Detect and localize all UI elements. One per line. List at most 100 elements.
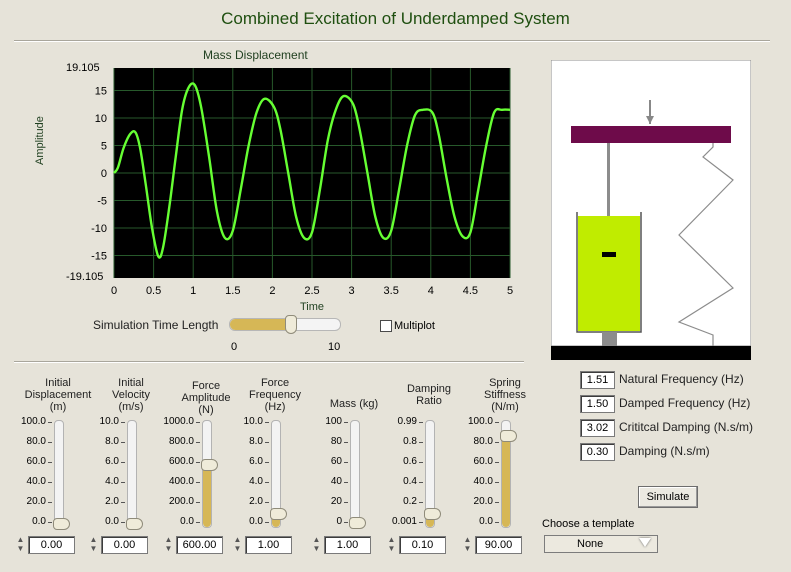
slider-track[interactable]: [501, 420, 511, 528]
y-tick-label: 5: [101, 141, 107, 153]
slider-thumb[interactable]: [53, 518, 70, 530]
slider-thumb[interactable]: [500, 429, 517, 442]
slider-tick-label: 60.0: [26, 456, 46, 467]
slider-tick-mark: [121, 442, 125, 443]
slider-track[interactable]: [127, 420, 137, 528]
slider-tick-mark: [495, 482, 499, 483]
damper-piston: [602, 252, 616, 257]
slider-value-input[interactable]: 90.00: [475, 536, 522, 554]
y-top-label: 19.105: [66, 62, 100, 74]
slider-tick-mark: [265, 502, 269, 503]
spinner-icon[interactable]: ▲ ▼: [16, 535, 25, 553]
slider-header: Force Amplitude (N): [181, 380, 231, 416]
slider-tick-mark: [196, 462, 200, 463]
slider-track[interactable]: [271, 420, 281, 528]
slider-tick-label: 0.2: [403, 496, 417, 507]
slider-tick-mark: [419, 422, 423, 423]
slider-tick-mark: [196, 522, 200, 523]
spinner-icon[interactable]: ▲ ▼: [312, 535, 321, 553]
spinner-icon[interactable]: ▲ ▼: [387, 535, 396, 553]
spring: [677, 143, 734, 346]
slider-header: Mass (kg): [329, 398, 379, 410]
slider-tick-mark: [48, 482, 52, 483]
y-tick-label: 0: [101, 168, 107, 180]
slider-value-input[interactable]: 1.00: [245, 536, 292, 554]
slider-thumb[interactable]: [201, 459, 218, 472]
slider-fill: [203, 463, 211, 527]
sim-length-label: Simulation Time Length: [93, 318, 219, 332]
slider-tick-label: 8.0: [249, 436, 263, 447]
slider-tick-label: 100: [325, 416, 342, 427]
slider-header: Initial Velocity (m/s): [112, 377, 150, 413]
slider-thumb[interactable]: [349, 517, 366, 530]
slider-tick-label: 2.0: [249, 496, 263, 507]
slider-tick-mark: [196, 442, 200, 443]
slider-track[interactable]: [202, 420, 212, 528]
x-tick-label: 0.5: [146, 285, 161, 297]
slider-tick-label: 0.8: [403, 436, 417, 447]
x-tick-label: 5: [507, 285, 513, 297]
slider-tick-label: 10.0: [243, 416, 263, 427]
simulate-button[interactable]: Simulate: [638, 486, 698, 508]
slider-tick-mark: [344, 502, 348, 503]
x-tick-label: 4.5: [463, 285, 478, 297]
slider-header: Force Frequency (Hz): [249, 377, 301, 413]
slider-tick-mark: [48, 502, 52, 503]
slider-tick-label: 1000.0: [163, 416, 194, 427]
slider-tick-label: 40: [330, 476, 342, 487]
slider-tick-label: 0.4: [403, 476, 417, 487]
title-divider: [14, 40, 770, 42]
x-tick-label: 4: [428, 285, 434, 297]
slider-fill: [272, 516, 280, 527]
slider-tick-label: 40.0: [473, 476, 493, 487]
multiplot-checkbox[interactable]: [380, 320, 392, 332]
slider-tick-label: 0.001: [391, 516, 417, 527]
chevron-down-icon: [639, 538, 651, 547]
slider-tick-mark: [48, 522, 52, 523]
x-tick-label: 1.5: [225, 285, 240, 297]
slider-value-input[interactable]: 0.00: [101, 536, 148, 554]
slider-tick-mark: [121, 522, 125, 523]
sim-length-min: 0: [231, 341, 238, 353]
displacement-trace: [113, 82, 511, 259]
slider-track[interactable]: [54, 420, 64, 528]
slider-value-input[interactable]: 0.00: [28, 536, 75, 554]
template-dropdown[interactable]: None: [544, 535, 658, 553]
slider-track[interactable]: [350, 420, 360, 528]
slider-thumb[interactable]: [424, 508, 441, 521]
slider-thumb[interactable]: [126, 518, 143, 530]
slider-tick-label: 0.0: [105, 516, 119, 527]
sim-length-slider[interactable]: [229, 315, 341, 334]
slider-value-input[interactable]: 1.00: [324, 536, 371, 554]
slider-thumb[interactable]: [270, 508, 287, 521]
spinner-icon[interactable]: ▲ ▼: [89, 535, 98, 553]
slider-tick-mark: [265, 462, 269, 463]
slider-value-input[interactable]: 0.10: [399, 536, 446, 554]
slider-tick-label: 4.0: [249, 476, 263, 487]
slider-tick-label: 0.0: [32, 516, 46, 527]
x-tick-label: 0: [111, 285, 117, 297]
x-tick-label: 3.5: [384, 285, 399, 297]
slider-tick-mark: [419, 442, 423, 443]
slider-tick-mark: [196, 482, 200, 483]
slider-value-input[interactable]: 600.00: [176, 536, 223, 554]
spinner-icon[interactable]: ▲ ▼: [164, 535, 173, 553]
slider-tick-label: 600.0: [168, 456, 194, 467]
slider-tick-mark: [48, 422, 52, 423]
spinner-icon[interactable]: ▲ ▼: [463, 535, 472, 553]
readout-value: 1.50: [580, 395, 615, 413]
slider-tick-label: 40.0: [26, 476, 46, 487]
sim-length-thumb[interactable]: [284, 315, 297, 334]
slider-tick-mark: [265, 442, 269, 443]
slider-tick-mark: [121, 422, 125, 423]
slider-tick-label: 100.0: [20, 416, 46, 427]
slider-track[interactable]: [425, 420, 435, 528]
spinner-icon[interactable]: ▲ ▼: [233, 535, 242, 553]
y-tick-label: 15: [95, 86, 107, 98]
slider-tick-label: 0.0: [180, 516, 194, 527]
template-value: None: [577, 538, 604, 550]
slider-tick-label: 10.0: [99, 416, 119, 427]
y-tick-label: -15: [91, 250, 107, 262]
slider-tick-mark: [196, 502, 200, 503]
